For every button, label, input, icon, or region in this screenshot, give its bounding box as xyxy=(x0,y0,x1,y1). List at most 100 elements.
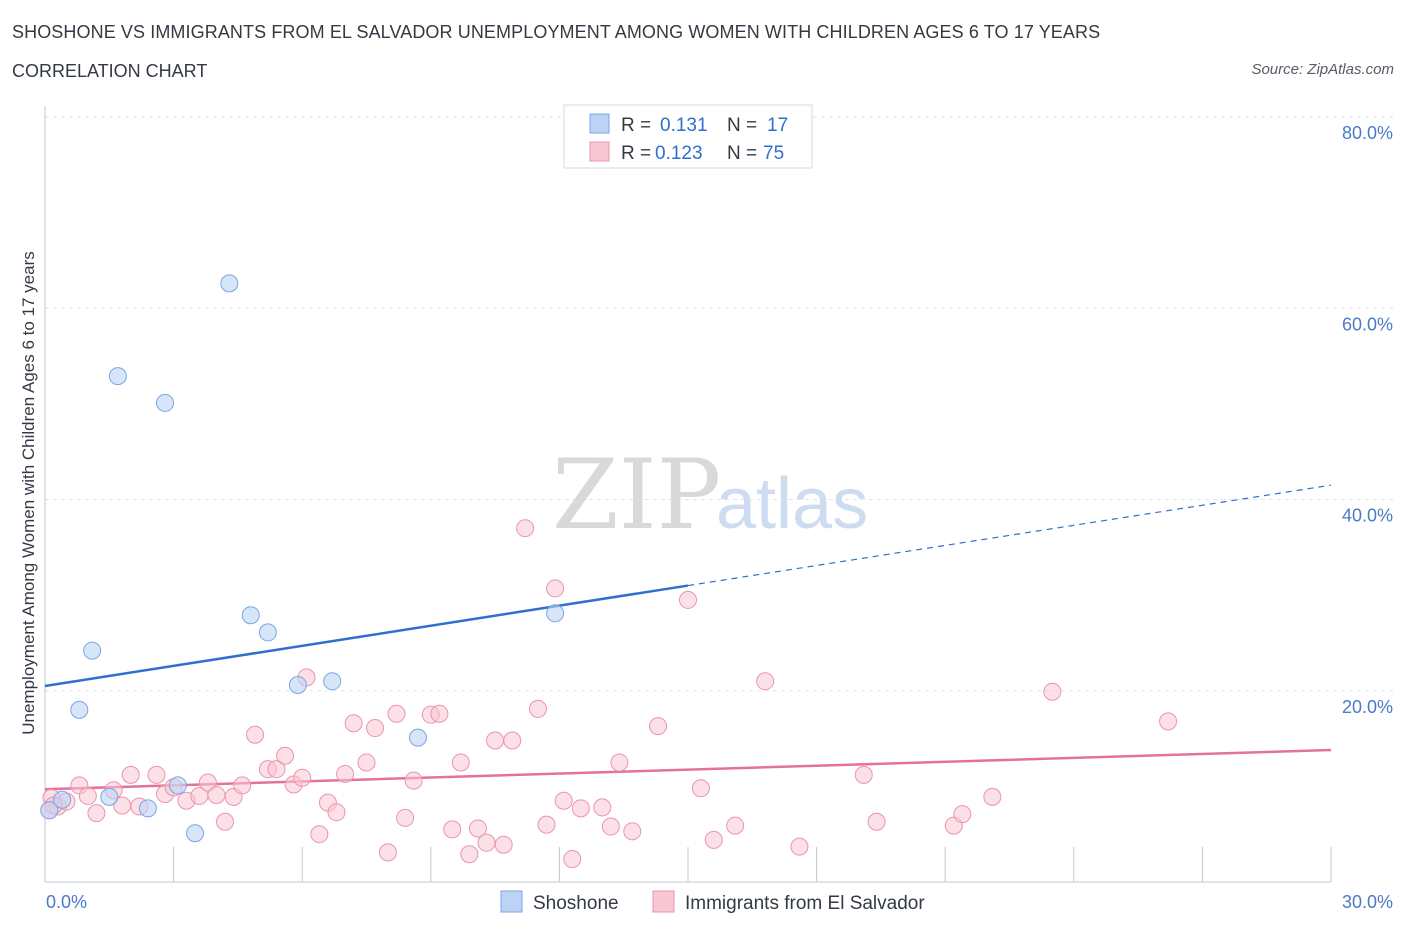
point-elsalvador-49 xyxy=(516,519,535,538)
point-elsalvador-61 xyxy=(679,590,697,609)
point-elsalvador-47 xyxy=(494,835,513,854)
point-shoshone-9 xyxy=(186,824,205,843)
point-elsalvador-43 xyxy=(460,845,479,864)
stats-n-value-shoshone: 17 xyxy=(767,115,788,136)
point-shoshone-7 xyxy=(156,393,175,412)
point-elsalvador-50 xyxy=(528,699,547,718)
point-elsalvador-73 xyxy=(1159,712,1178,731)
points-layer xyxy=(40,274,1178,869)
point-shoshone-1 xyxy=(53,790,72,809)
point-elsalvador-18 xyxy=(216,812,235,831)
point-shoshone-13 xyxy=(288,676,307,695)
point-elsalvador-52 xyxy=(546,579,565,598)
point-elsalvador-20 xyxy=(233,776,252,795)
bottom-legend: Shoshone Immigrants from El Salvador xyxy=(500,890,925,914)
point-elsalvador-42 xyxy=(451,753,470,772)
chart-subtitle: CORRELATION CHART xyxy=(12,61,208,81)
point-elsalvador-5 xyxy=(78,786,97,805)
point-elsalvador-55 xyxy=(571,799,590,818)
point-elsalvador-6 xyxy=(87,804,106,823)
point-elsalvador-40 xyxy=(430,704,449,723)
point-elsalvador-28 xyxy=(310,825,329,844)
point-elsalvador-57 xyxy=(601,817,620,836)
point-shoshone-5 xyxy=(108,367,127,386)
chart-title: SHOSHONE VS IMMIGRANTS FROM EL SALVADOR … xyxy=(12,22,1101,42)
point-elsalvador-56 xyxy=(593,798,612,817)
point-elsalvador-58 xyxy=(610,753,629,772)
point-elsalvador-24 xyxy=(276,746,295,765)
y-axis-title: Unemployment Among Women with Children A… xyxy=(19,251,38,735)
point-shoshone-16 xyxy=(546,604,565,623)
point-shoshone-3 xyxy=(83,641,102,660)
point-elsalvador-36 xyxy=(387,704,406,723)
stats-r-value-shoshone: 0.131 xyxy=(660,115,708,136)
point-shoshone-10 xyxy=(220,274,239,293)
point-elsalvador-48 xyxy=(503,731,522,750)
point-elsalvador-65 xyxy=(756,672,775,691)
point-shoshone-2 xyxy=(70,700,89,719)
stats-n-value-elsalvador: 75 xyxy=(763,143,784,164)
legend-label-elsalvador: Immigrants from El Salvador xyxy=(685,893,925,914)
point-elsalvador-45 xyxy=(477,833,496,852)
point-shoshone-14 xyxy=(323,672,342,691)
stats-legend: R = 0.131 N = 17 R = 0.123 N = 75 xyxy=(563,104,813,169)
stats-r-label-shoshone: R = xyxy=(621,115,651,136)
point-elsalvador-53 xyxy=(554,791,573,810)
point-elsalvador-63 xyxy=(704,830,723,849)
point-elsalvador-59 xyxy=(623,822,642,841)
point-elsalvador-64 xyxy=(726,816,745,835)
stats-swatch-elsalvador xyxy=(589,141,610,162)
stats-n-label-shoshone: N = xyxy=(727,115,757,136)
point-elsalvador-46 xyxy=(486,731,505,750)
axis-layer: 20.0% 40.0% 60.0% 80.0% 0.0% 30.0% xyxy=(44,106,1393,912)
y-tick-label-20: 20.0% xyxy=(1342,697,1393,717)
point-elsalvador-16 xyxy=(198,773,217,792)
point-elsalvador-30 xyxy=(327,803,346,822)
point-elsalvador-35 xyxy=(378,843,397,862)
legend-label-shoshone: Shoshone xyxy=(533,893,619,914)
x-tick-label-min: 0.0% xyxy=(46,892,87,912)
point-elsalvador-9 xyxy=(121,765,140,784)
point-elsalvador-71 xyxy=(983,787,1002,806)
point-elsalvador-32 xyxy=(344,714,363,733)
point-elsalvador-33 xyxy=(357,753,376,772)
point-elsalvador-66 xyxy=(790,837,809,856)
stats-r-label-elsalvador: R = xyxy=(621,143,651,164)
y-tick-label-60: 60.0% xyxy=(1342,314,1393,334)
point-elsalvador-70 xyxy=(953,805,972,824)
point-shoshone-15 xyxy=(408,728,427,747)
point-elsalvador-51 xyxy=(537,815,556,834)
legend-swatch-shoshone xyxy=(500,890,523,913)
point-elsalvador-62 xyxy=(691,779,710,798)
y-tick-label-80: 80.0% xyxy=(1342,123,1393,143)
point-shoshone-11 xyxy=(241,606,260,625)
point-shoshone-6 xyxy=(138,799,157,818)
point-elsalvador-41 xyxy=(443,820,462,839)
point-elsalvador-67 xyxy=(854,765,873,784)
point-elsalvador-72 xyxy=(1043,682,1062,701)
point-elsalvador-21 xyxy=(246,725,265,744)
grid-layer xyxy=(45,116,1393,692)
y-tick-label-40: 40.0% xyxy=(1342,506,1393,526)
trendline-shoshone-extension xyxy=(687,484,1332,587)
point-shoshone-12 xyxy=(258,623,277,642)
point-elsalvador-31 xyxy=(336,764,355,783)
point-elsalvador-11 xyxy=(147,765,166,784)
point-elsalvador-26 xyxy=(293,768,312,787)
legend-swatch-elsalvador xyxy=(652,890,675,913)
stats-n-label-elsalvador: N = xyxy=(727,143,757,164)
point-elsalvador-38 xyxy=(404,771,423,790)
point-elsalvador-60 xyxy=(648,717,667,736)
point-elsalvador-44 xyxy=(468,819,487,838)
point-elsalvador-17 xyxy=(207,785,226,804)
point-shoshone-0 xyxy=(40,801,59,820)
point-shoshone-4 xyxy=(100,787,119,806)
stats-swatch-shoshone xyxy=(589,113,610,134)
point-shoshone-8 xyxy=(168,776,187,795)
trendline-shoshone xyxy=(44,584,689,688)
point-elsalvador-23 xyxy=(267,760,286,779)
watermark: ZIP atlas xyxy=(552,439,868,551)
source-label: Source: ZipAtlas.com xyxy=(1251,61,1394,78)
point-elsalvador-68 xyxy=(867,812,886,831)
